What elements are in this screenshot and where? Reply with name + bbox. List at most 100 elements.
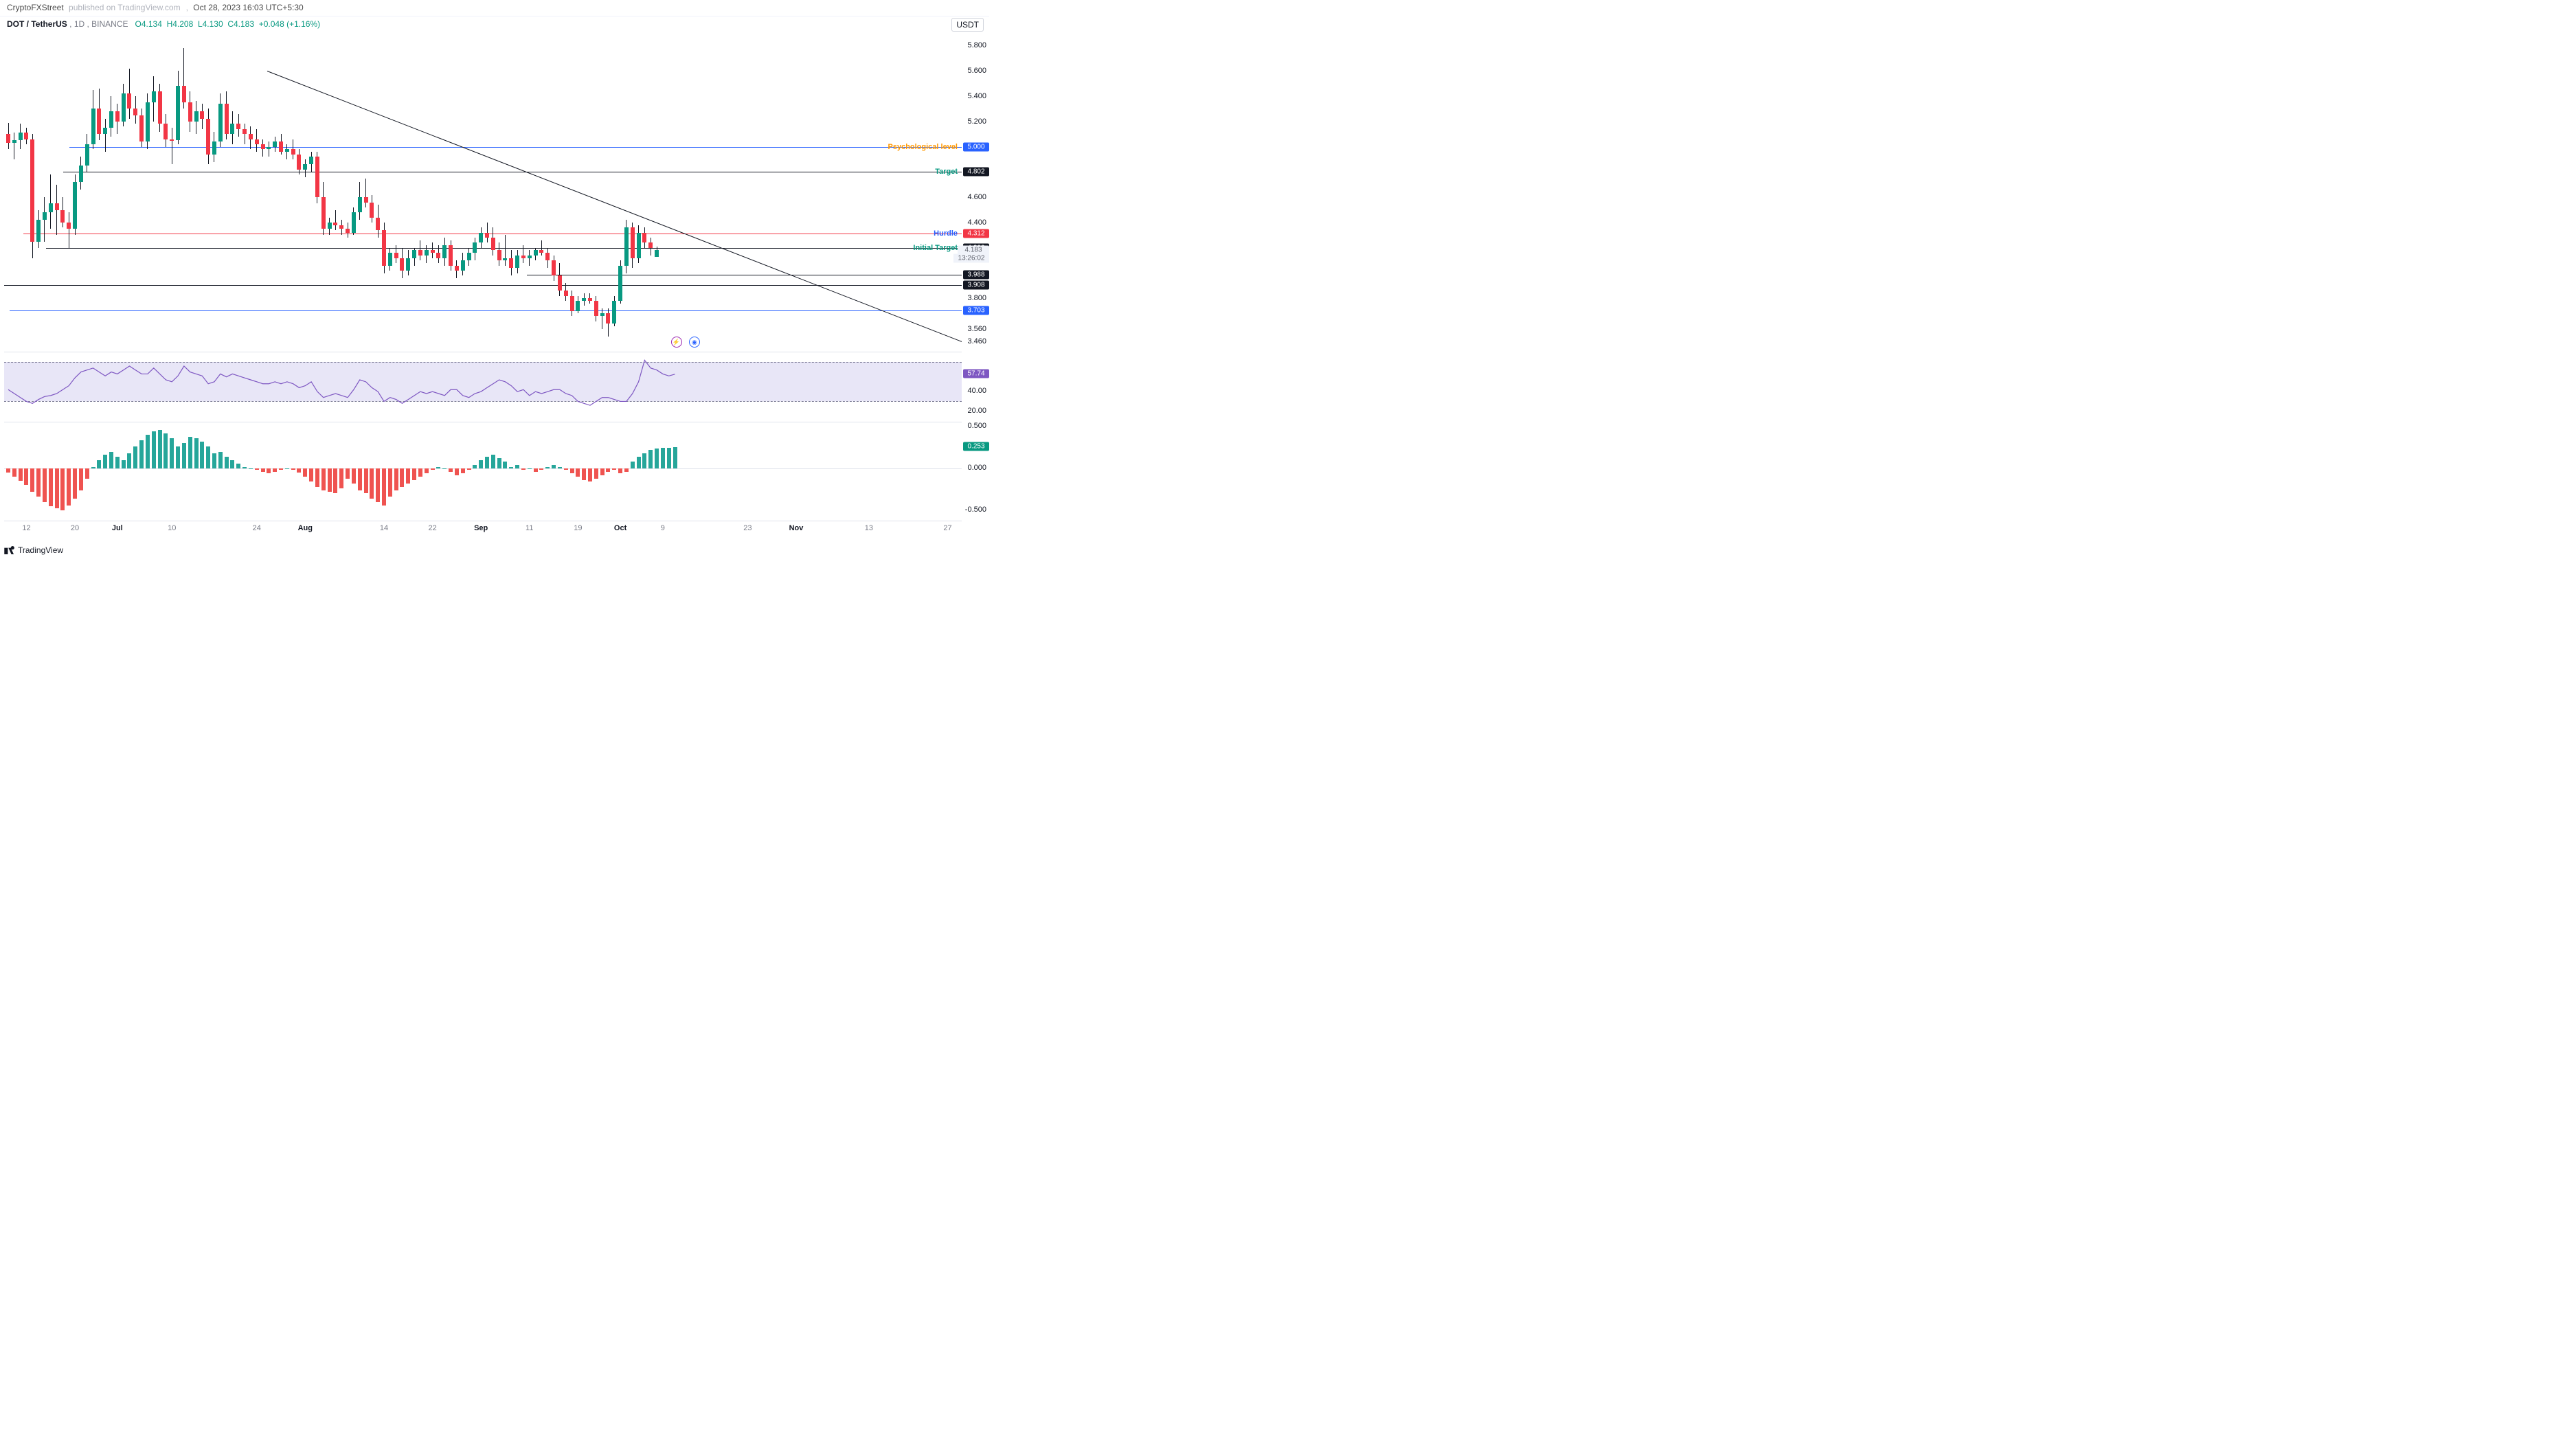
price-tag: 3.703 — [963, 306, 989, 315]
candle-body — [97, 109, 101, 134]
macd-bar — [594, 468, 598, 479]
candle-body — [60, 210, 65, 223]
x-tick: Aug — [298, 524, 313, 532]
macd-bar — [588, 468, 592, 481]
candle-body — [594, 301, 598, 316]
macd-bar — [24, 468, 28, 485]
rsi-y-axis[interactable]: 40.0020.0057.74 — [962, 352, 989, 420]
candle-body — [352, 212, 356, 232]
candle-body — [73, 182, 77, 229]
macd-pane[interactable] — [4, 422, 962, 518]
candle-body — [139, 115, 144, 142]
candle-body — [194, 111, 199, 122]
candle-body — [218, 104, 223, 141]
candle-body — [212, 141, 216, 154]
candle-body — [236, 124, 240, 128]
candle-body — [358, 197, 362, 212]
candle-body — [425, 250, 429, 255]
candle-body — [297, 155, 301, 170]
quote-currency-chip[interactable]: USDT — [951, 18, 984, 32]
candle-body — [576, 301, 580, 311]
tradingview-logo[interactable]: TradingView — [4, 545, 63, 555]
macd-bar — [236, 464, 240, 468]
horizontal-level-line[interactable] — [10, 310, 962, 311]
macd-bar — [618, 468, 622, 473]
macd-bar — [624, 468, 629, 472]
candle-body — [85, 144, 89, 166]
x-tick: 20 — [71, 524, 79, 532]
publish-date: Oct 28, 2023 16:03 UTC+5:30 — [193, 3, 303, 12]
macd-bar — [255, 468, 259, 470]
macd-bar — [291, 468, 295, 470]
price-tag: 3.908 — [963, 280, 989, 289]
macd-bar — [109, 452, 113, 468]
horizontal-level-line[interactable] — [69, 147, 962, 148]
rsi-pane[interactable] — [4, 352, 962, 420]
candle-body — [103, 128, 107, 134]
candle-body — [109, 111, 113, 128]
rsi-line — [4, 352, 962, 421]
macd-bar — [170, 438, 174, 468]
candle-body — [552, 260, 556, 275]
candle-body — [382, 230, 386, 266]
macd-bar — [552, 465, 556, 468]
candle-body — [36, 220, 41, 241]
macd-bar — [418, 468, 422, 477]
macd-bar — [467, 468, 471, 470]
macd-tick: 0.000 — [967, 464, 986, 472]
candle-body — [6, 134, 10, 143]
candle-body — [158, 91, 162, 124]
candle-body — [133, 109, 137, 115]
macd-bar — [431, 468, 435, 470]
candle-body — [648, 242, 653, 247]
candle-body — [528, 256, 532, 258]
candle-body — [449, 245, 453, 265]
indicator-icon[interactable]: ◉ — [689, 337, 700, 348]
candle-wick — [286, 144, 287, 159]
ohlc-h: H4.208 — [167, 19, 194, 29]
macd-bar — [339, 468, 343, 488]
candle-body — [291, 149, 295, 154]
horizontal-level-line[interactable] — [46, 248, 962, 249]
macd-bar — [91, 467, 95, 468]
candle-body — [473, 242, 477, 253]
candle-body — [642, 233, 646, 243]
macd-bar — [249, 468, 253, 469]
macd-bar — [309, 468, 313, 481]
x-tick: 22 — [428, 524, 436, 532]
macd-tick: -0.500 — [965, 506, 986, 514]
y-tick: 5.600 — [967, 67, 986, 75]
x-tick: 13 — [865, 524, 873, 532]
price-y-axis[interactable]: 5.8005.6005.4005.2004.6004.4003.8003.560… — [962, 33, 989, 349]
x-tick: 10 — [168, 524, 176, 532]
y-tick: 3.460 — [967, 337, 986, 345]
macd-bar — [315, 468, 319, 487]
macd-bar — [152, 431, 156, 468]
ticker-pair[interactable]: DOT / TetherUS — [7, 19, 67, 29]
macd-bar — [158, 430, 162, 468]
candle-body — [539, 250, 543, 253]
indicator-icon[interactable]: ⚡ — [671, 337, 682, 348]
macd-bar — [558, 467, 562, 468]
macd-bar — [321, 468, 326, 490]
macd-y-axis[interactable]: 0.5000.2500.000-0.5000.253 — [962, 422, 989, 518]
macd-bar — [648, 450, 653, 468]
ticker-interval[interactable]: 1D — [74, 19, 84, 29]
time-axis[interactable]: 1220Jul1024Aug1422Sep1119Oct923Nov1327 — [4, 521, 962, 544]
candle-body — [346, 229, 350, 233]
price-tag: 3.988 — [963, 270, 989, 279]
candle-body — [79, 166, 83, 182]
macd-bar — [473, 465, 477, 468]
candle-body — [570, 296, 574, 311]
candle-body — [436, 253, 440, 258]
candle-body — [606, 313, 610, 324]
candle-body — [24, 133, 28, 139]
y-tick: 5.400 — [967, 92, 986, 100]
price-chart-pane[interactable]: Psychological levelTargetHurdleInitial T… — [4, 33, 962, 349]
macd-tick: 0.500 — [967, 422, 986, 430]
candle-body — [418, 250, 422, 255]
candle-wick — [365, 179, 366, 207]
macd-bar — [497, 458, 501, 468]
y-tick: 3.560 — [967, 325, 986, 333]
macd-bar — [667, 448, 671, 468]
